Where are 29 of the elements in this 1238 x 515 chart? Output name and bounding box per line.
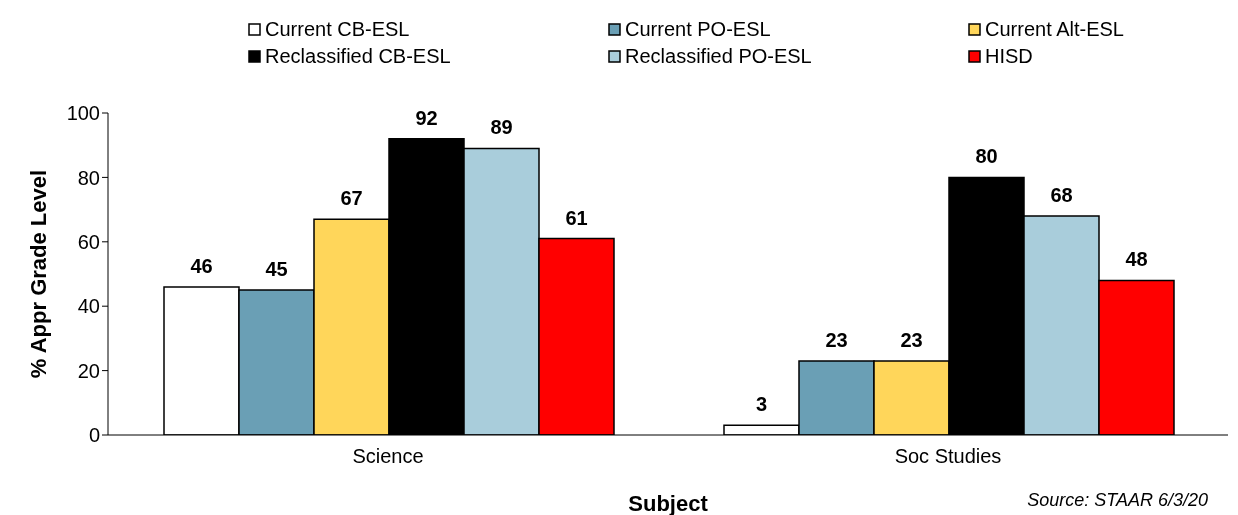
data-label: 80 [975, 145, 998, 168]
source-note: Source: STAAR 6/3/20 [1027, 490, 1208, 511]
data-label: 89 [490, 116, 513, 139]
legend-label: HISD [985, 45, 1033, 68]
data-label: 92 [415, 106, 438, 129]
x-axis-title: Subject [628, 491, 709, 515]
legend-label: Current PO-ESL [625, 18, 771, 41]
x-tick-label: Science [352, 445, 424, 468]
x-tick-label: Soc Studies [894, 445, 1002, 468]
data-label: 45 [265, 258, 288, 281]
y-tick-label: 80 [77, 166, 100, 189]
data-label: 67 [340, 187, 363, 210]
data-label: 3 [755, 393, 768, 416]
data-label: 68 [1050, 184, 1073, 207]
y-axis-title: % Appr Grade Level [25, 169, 51, 379]
legend-label: Reclassified CB-ESL [265, 45, 451, 68]
legend-label: Current Alt-ESL [985, 18, 1124, 41]
data-label: 46 [190, 254, 213, 277]
data-label: 61 [565, 206, 588, 229]
data-label: 23 [900, 328, 923, 351]
y-tick-label: 0 [88, 424, 100, 447]
data-label: 48 [1125, 248, 1148, 271]
y-tick-label: 40 [77, 295, 100, 318]
y-tick-label: 100 [66, 102, 100, 125]
y-tick-label: 60 [77, 230, 100, 253]
data-label: 23 [825, 328, 848, 351]
legend-label: Reclassified PO-ESL [625, 45, 812, 68]
y-tick-label: 20 [77, 359, 100, 382]
legend-label: Current CB-ESL [265, 18, 410, 41]
